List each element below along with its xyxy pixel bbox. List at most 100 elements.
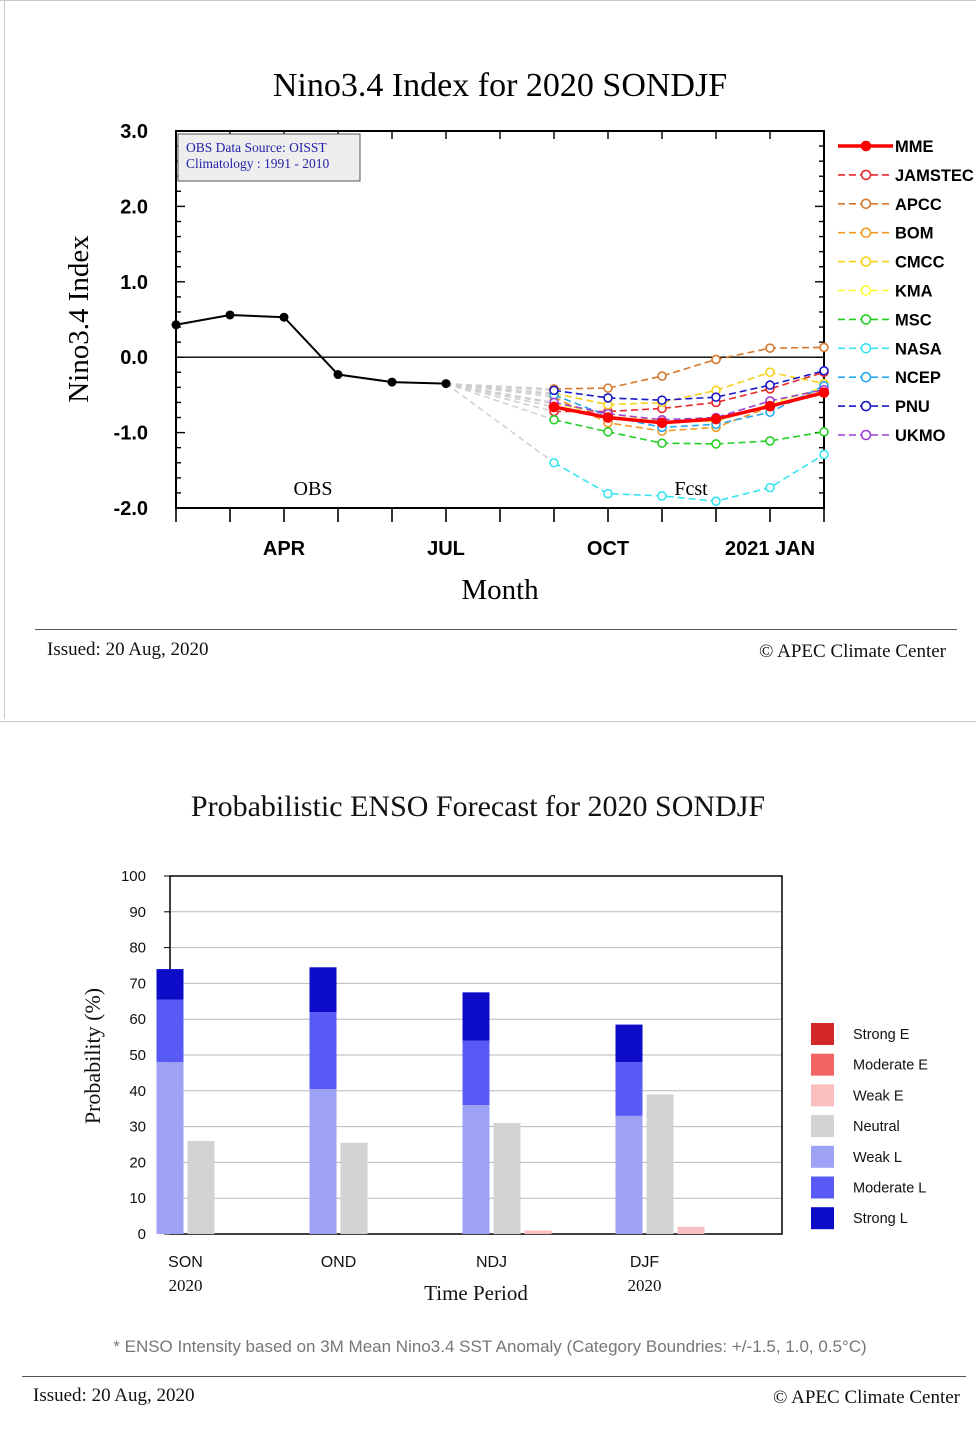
legend: Strong E Moderate E Weak E Neutral Weak L Mod… [811,1023,928,1230]
legend-marker [860,198,872,210]
forecast-connector [445,382,555,408]
series-apcc [549,342,829,394]
bar-neutral [493,1123,521,1234]
bar-moderate-l [462,1040,490,1106]
legend-label: Neutral [853,1119,900,1135]
series-ncep [549,381,829,433]
x-tick-label: 2021 JAN [725,538,815,560]
category-sublabel: 2020 [628,1276,662,1295]
legend-label: NASA [895,340,942,358]
y-tick-label: 0 [138,1226,146,1243]
info-box-frame [177,133,361,182]
y-tick-label: -2.0 [114,498,148,520]
bar-strong-l [156,969,184,1000]
forecast-connector [445,382,555,421]
series-pnu [549,365,829,405]
x-tick-label: APR [263,538,306,560]
legend-marker [860,429,872,441]
series-point [657,371,667,381]
obs-annotation: OBS [294,478,333,500]
series-point [549,457,559,468]
series-point [657,395,667,405]
series-point [711,496,721,507]
legend-label: KMA [895,283,933,301]
issued-date: Issued: 20 Aug, 2020 [33,1385,195,1406]
legend-label: APCC [895,196,942,214]
series-point [765,436,775,446]
bar-weak-e [677,1226,705,1234]
y-tick-label: 2.0 [120,196,148,218]
chart-title: Nino3.4 Index for 2020 SONDJF [273,67,727,104]
series-jamstec [549,367,829,417]
bar-group-son [156,969,215,1234]
obs-point [333,370,343,380]
bar-strong-l [309,967,337,1013]
intensity-note: * ENSO Intensity based on 3M Mean Nino3.… [113,1337,866,1356]
enso-probability-bar-chart: Probabilistic ENSO Forecast for 2020 SON… [80,790,928,1356]
series-point [548,401,560,413]
legend: MME JAMSTEC APCC BOM CMCC KMA MSC NASA NCEP PNU UK… [838,138,974,445]
series-point [819,449,829,460]
series-point [711,392,721,402]
bar-strong-l [615,1024,643,1063]
series-point [603,393,613,403]
legend-swatch [811,1176,834,1199]
legend-label: CMCC [895,254,945,272]
footer-divider [22,1376,966,1377]
copyright: © APEC Climate Center [772,1387,960,1408]
bar-weak-e [524,1230,552,1234]
bar-weak-l [615,1115,643,1234]
obs-point [279,312,289,322]
y-tick-label: 1.0 [120,272,148,294]
bar-moderate-l [615,1062,643,1116]
series-point [764,400,776,412]
legend-marker [860,400,872,412]
legend-marker [860,256,872,267]
series-msc [549,414,829,449]
category-label: SON [168,1254,203,1271]
legend-swatch [811,1023,834,1045]
category-label: NDJ [476,1254,507,1271]
forecast-connector [445,382,555,398]
legend-marker [860,227,872,238]
y-tick-label: 40 [129,1083,146,1100]
series-point [603,488,613,499]
y-tick-label: 10 [129,1190,146,1207]
bar-moderate-l [156,999,184,1063]
y-tick-label: 0.0 [120,347,148,369]
obs-point [171,320,181,330]
series-line [553,371,825,406]
series-point [603,427,613,437]
bar-neutral [646,1094,674,1234]
series-line [553,369,825,401]
y-tick-label: 3.0 [120,121,148,143]
series-line [553,419,825,445]
series-mme [548,387,830,429]
legend-swatch [811,1084,834,1107]
x-axis-label: Time Period [424,1281,528,1305]
legend-marker [860,342,872,354]
obs-point [225,310,235,320]
series-point [819,365,829,376]
x-tick-label: JUL [427,538,465,560]
legend-swatch [811,1053,834,1076]
chart-title: Probabilistic ENSO Forecast for 2020 SON… [191,790,765,823]
legend-label: BOM [895,225,934,243]
info-box-line: Climatology : 1991 - 2010 [186,156,329,171]
legend-label: Weak L [853,1150,902,1166]
panel-left-border [4,1,5,719]
x-tick-label: OCT [587,538,629,560]
series-line [553,453,825,503]
plot-area: 3.0 2.0 1.0 0.0 -1.0 -2.0 APR JUL OCT 2021 JAN OBS… [114,121,830,560]
category-label: DJF [630,1254,660,1271]
legend-label: Strong E [853,1027,910,1043]
series-point [711,354,721,365]
forecast-connector [445,382,555,413]
y-tick-label: 70 [129,975,146,992]
nino34-panel: Nino3.4 Index for 2020 SONDJF Nino3.4 In… [0,0,976,722]
legend-label: NCEP [895,369,941,387]
legend-swatch [811,1145,834,1168]
bar-weak-l [309,1089,337,1234]
legend-label: PNU [895,398,930,416]
